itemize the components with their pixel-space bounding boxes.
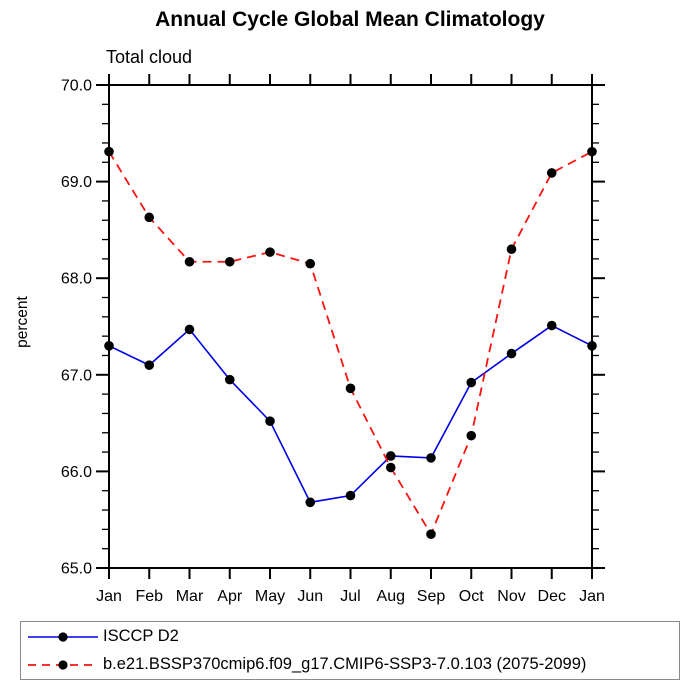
series-line-0 [108, 324, 593, 504]
x-tick-label: Nov [497, 588, 525, 605]
data-point-marker [426, 529, 436, 539]
legend-marker-dot [58, 659, 68, 670]
y-tick-label: 67.0 [61, 367, 92, 384]
legend-line-sample-solid [28, 631, 98, 642]
x-tick-label: Aug [377, 588, 405, 605]
legend-marker-dot [58, 631, 68, 642]
data-point-marker [184, 324, 195, 335]
chart-subtitle: Total cloud [106, 47, 193, 67]
x-tick-label: Oct [459, 588, 484, 605]
y-tick-label: 65.0 [61, 561, 92, 578]
y-tick-label: 68.0 [61, 271, 92, 288]
chart-title: Annual Cycle Global Mean Climatology [155, 8, 545, 31]
y-tick-label: 70.0 [61, 78, 92, 95]
x-tick-label: Jan [96, 588, 122, 605]
data-point-marker [305, 258, 316, 269]
data-point-marker [466, 377, 477, 388]
data-point-marker [265, 416, 275, 426]
x-tick-label: Jun [297, 588, 323, 605]
x-tick-label: Sep [417, 588, 446, 605]
x-tick-label: Dec [538, 588, 566, 605]
data-point-marker [265, 247, 275, 257]
data-point-marker [385, 451, 396, 461]
x-tick-label: Apr [217, 588, 243, 605]
data-point-marker [144, 212, 155, 223]
y-tick-label: 69.0 [61, 174, 92, 191]
legend-label: ISCCP D2 [103, 627, 179, 645]
data-point-marker [345, 490, 356, 501]
data-point-marker [104, 146, 114, 157]
legend-label: b.e21.BSSP370cmip6.f09_g17.CMIP6-SSP3-7.… [103, 655, 587, 673]
data-point-marker [587, 341, 597, 351]
data-point-marker [224, 374, 235, 385]
x-tick-label: Feb [135, 588, 163, 605]
data-point-marker [345, 383, 356, 394]
data-point-marker [466, 430, 477, 441]
data-point-marker [104, 341, 114, 351]
data-point-marker [546, 168, 557, 178]
data-point-marker [426, 453, 436, 463]
legend-box: ISCCP D2 b.e21.BSSP370cmip6.f09_g17.CMIP… [20, 621, 680, 680]
x-tick-label: Mar [176, 588, 204, 605]
data-point-marker [385, 462, 396, 473]
x-tick-label: Jul [340, 588, 360, 605]
y-tick-label: 66.0 [61, 464, 92, 481]
data-point-marker [305, 497, 316, 508]
x-tick-label: May [255, 588, 285, 605]
series-line-1 [108, 150, 593, 537]
data-point-marker [506, 348, 517, 359]
legend-row-isccp: ISCCP D2 [21, 623, 679, 651]
legend-line-sample-dashed [28, 659, 98, 670]
plot-area: 65.0 66.0 67.0 68.0 69.0 70.0 Jan Feb Mar Apr May J… [61, 74, 605, 605]
data-point-marker [184, 256, 195, 267]
legend-row-model: b.e21.BSSP370cmip6.f09_g17.CMIP6-SSP3-7.… [21, 651, 679, 679]
data-point-marker [506, 244, 517, 255]
data-point-marker [587, 146, 597, 157]
data-point-marker [144, 360, 155, 370]
x-tick-label: Jan [579, 588, 605, 605]
data-point-marker [224, 256, 235, 267]
data-point-marker [546, 320, 557, 331]
